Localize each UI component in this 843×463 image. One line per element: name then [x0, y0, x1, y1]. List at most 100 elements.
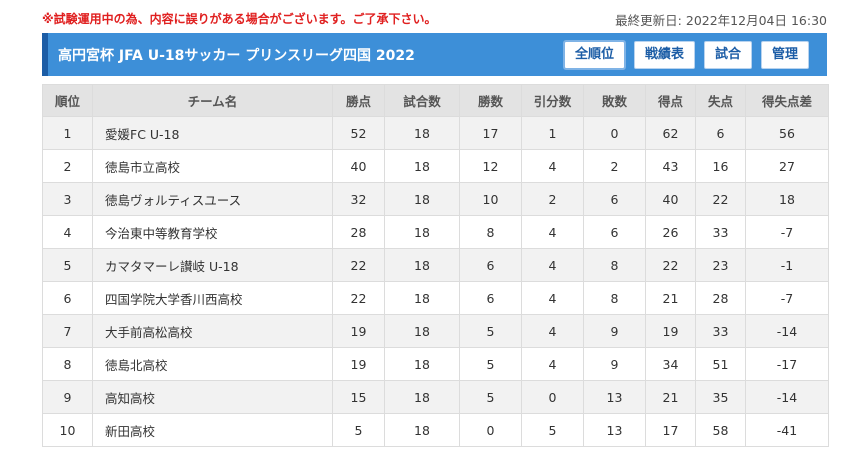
last-updated-label: 最終更新日:: [615, 13, 682, 28]
cell-goals-for: 40: [645, 182, 696, 216]
nav-all-rankings-button[interactable]: 全順位: [562, 40, 626, 70]
column-header-wins: 勝数: [459, 84, 522, 117]
cell-rank: 2: [42, 149, 93, 183]
cell-wins: 6: [459, 281, 522, 315]
cell-goals-against: 51: [695, 347, 746, 381]
cell-goal-difference: 27: [745, 149, 829, 183]
cell-goal-difference: -41: [745, 413, 829, 447]
cell-rank: 4: [42, 215, 93, 249]
cell-goal-difference: -14: [745, 380, 829, 414]
cell-points: 5: [332, 413, 385, 447]
cell-points: 22: [332, 281, 385, 315]
trial-notice: ※試験運用中の為、内容に誤りがある場合がございます。ご了承下さい。: [42, 12, 437, 26]
cell-losses: 13: [583, 413, 646, 447]
cell-losses: 0: [583, 116, 646, 150]
cell-goal-difference: 18: [745, 182, 829, 216]
cell-points: 40: [332, 149, 385, 183]
table-row: 5 カマタマーレ讃岐 U-18 22 18 6 4 8 22 23 -1: [42, 248, 829, 282]
cell-losses: 6: [583, 182, 646, 216]
cell-goals-for: 43: [645, 149, 696, 183]
last-updated-value: 2022年12月04日 16:30: [685, 13, 827, 28]
cell-goal-difference: -1: [745, 248, 829, 282]
cell-rank: 3: [42, 182, 93, 216]
cell-team-name: 愛媛FC U-18: [92, 116, 333, 150]
table-body: 1 愛媛FC U-18 52 18 17 1 0 62 6 56 2 徳島市立高校 40 18 12 4 2 43…: [42, 116, 829, 447]
cell-played: 18: [384, 248, 460, 282]
cell-played: 18: [384, 347, 460, 381]
nav-admin-button[interactable]: 管理: [760, 41, 809, 69]
cell-points: 52: [332, 116, 385, 150]
cell-goals-against: 23: [695, 248, 746, 282]
table-row: 8 徳島北高校 19 18 5 4 9 34 51 -17: [42, 347, 829, 381]
cell-goals-against: 35: [695, 380, 746, 414]
cell-rank: 10: [42, 413, 93, 447]
cell-points: 28: [332, 215, 385, 249]
cell-goals-for: 62: [645, 116, 696, 150]
table-row: 3 徳島ヴォルティスユース 32 18 10 2 6 40 22 18: [42, 182, 829, 216]
cell-wins: 17: [459, 116, 522, 150]
cell-goals-against: 33: [695, 215, 746, 249]
cell-rank: 9: [42, 380, 93, 414]
cell-draws: 4: [521, 248, 584, 282]
cell-played: 18: [384, 116, 460, 150]
column-header-rank: 順位: [42, 84, 93, 117]
table-row: 6 四国学院大学香川西高校 22 18 6 4 8 21 28 -7: [42, 281, 829, 315]
cell-draws: 0: [521, 380, 584, 414]
cell-goals-for: 34: [645, 347, 696, 381]
column-header-losses: 敗数: [583, 84, 646, 117]
cell-goals-against: 28: [695, 281, 746, 315]
cell-wins: 5: [459, 380, 522, 414]
cell-played: 18: [384, 149, 460, 183]
cell-played: 18: [384, 215, 460, 249]
cell-played: 18: [384, 314, 460, 348]
cell-rank: 6: [42, 281, 93, 315]
cell-losses: 8: [583, 248, 646, 282]
cell-draws: 4: [521, 281, 584, 315]
cell-losses: 9: [583, 347, 646, 381]
cell-draws: 4: [521, 347, 584, 381]
nav-results-table-button[interactable]: 戦績表: [633, 41, 695, 69]
cell-goal-difference: -17: [745, 347, 829, 381]
cell-points: 19: [332, 314, 385, 348]
standings-table: 順位 チーム名 勝点 試合数 勝数 引分数 敗数 得点 失点 得失点差 1 愛媛FC U-18 52 1…: [42, 84, 829, 447]
cell-goals-for: 21: [645, 380, 696, 414]
cell-losses: 2: [583, 149, 646, 183]
cell-draws: 5: [521, 413, 584, 447]
cell-goal-difference: -14: [745, 314, 829, 348]
league-title: 高円宮杯 JFA U-18サッカー プリンスリーグ四国 2022: [58, 48, 415, 64]
table-row: 7 大手前高松高校 19 18 5 4 9 19 33 -14: [42, 314, 829, 348]
cell-losses: 6: [583, 215, 646, 249]
column-header-draws: 引分数: [521, 84, 584, 117]
cell-points: 15: [332, 380, 385, 414]
cell-team-name: 四国学院大学香川西高校: [92, 281, 333, 315]
cell-goals-for: 26: [645, 215, 696, 249]
header-nav: 全順位 戦績表 試合 管理: [562, 40, 809, 70]
cell-wins: 5: [459, 314, 522, 348]
column-header-played: 試合数: [384, 84, 460, 117]
cell-losses: 13: [583, 380, 646, 414]
cell-wins: 6: [459, 248, 522, 282]
cell-team-name: カマタマーレ讃岐 U-18: [92, 248, 333, 282]
cell-wins: 10: [459, 182, 522, 216]
cell-rank: 7: [42, 314, 93, 348]
table-row: 1 愛媛FC U-18 52 18 17 1 0 62 6 56: [42, 116, 829, 150]
cell-draws: 1: [521, 116, 584, 150]
cell-played: 18: [384, 380, 460, 414]
cell-team-name: 徳島北高校: [92, 347, 333, 381]
cell-goals-for: 21: [645, 281, 696, 315]
cell-goals-for: 19: [645, 314, 696, 348]
cell-team-name: 高知高校: [92, 380, 333, 414]
cell-team-name: 徳島ヴォルティスユース: [92, 182, 333, 216]
cell-points: 19: [332, 347, 385, 381]
nav-matches-button[interactable]: 試合: [703, 41, 752, 69]
cell-played: 18: [384, 182, 460, 216]
cell-draws: 2: [521, 182, 584, 216]
cell-goals-against: 58: [695, 413, 746, 447]
table-row: 9 高知高校 15 18 5 0 13 21 35 -14: [42, 380, 829, 414]
cell-losses: 8: [583, 281, 646, 315]
league-header: 高円宮杯 JFA U-18サッカー プリンスリーグ四国 2022 全順位 戦績表…: [42, 33, 827, 76]
cell-goals-for: 17: [645, 413, 696, 447]
table-header-row: 順位 チーム名 勝点 試合数 勝数 引分数 敗数 得点 失点 得失点差: [42, 84, 829, 117]
table-row: 2 徳島市立高校 40 18 12 4 2 43 16 27: [42, 149, 829, 183]
table-row: 4 今治東中等教育学校 28 18 8 4 6 26 33 -7: [42, 215, 829, 249]
